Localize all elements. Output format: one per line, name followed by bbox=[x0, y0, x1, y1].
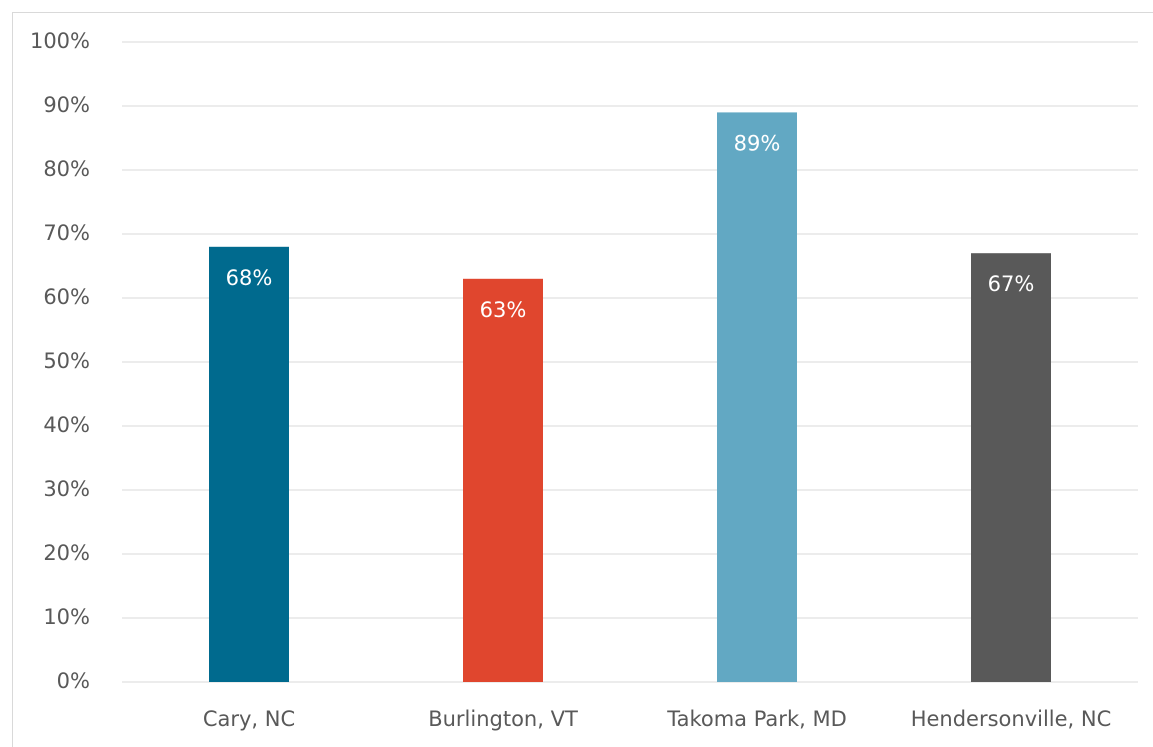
y-tick-label: 40% bbox=[43, 413, 90, 437]
bar bbox=[209, 246, 289, 683]
chart-frame bbox=[12, 12, 1153, 747]
y-tick-label: 0% bbox=[57, 669, 90, 693]
x-tick-label: Takoma Park, MD bbox=[666, 707, 847, 731]
y-tick-label: 30% bbox=[43, 477, 90, 501]
y-tick-label: 50% bbox=[43, 349, 90, 373]
y-tick-label: 80% bbox=[43, 157, 90, 181]
data-label: 67% bbox=[988, 272, 1035, 296]
x-tick-label: Cary, NC bbox=[203, 707, 295, 731]
y-tick-label: 100% bbox=[30, 29, 90, 53]
y-tick-label: 20% bbox=[43, 541, 90, 565]
data-label: 68% bbox=[226, 266, 273, 290]
y-tick-label: 10% bbox=[43, 605, 90, 629]
data-label: 89% bbox=[734, 131, 781, 155]
x-tick-label: Hendersonville, NC bbox=[911, 707, 1112, 731]
y-tick-label: 90% bbox=[43, 93, 90, 117]
y-tick-label: 60% bbox=[43, 285, 90, 309]
y-tick-label: 70% bbox=[43, 221, 90, 245]
bar bbox=[463, 278, 543, 682]
data-label: 63% bbox=[480, 298, 527, 322]
bar bbox=[971, 253, 1051, 682]
x-tick-label: Burlington, VT bbox=[428, 707, 578, 731]
bar bbox=[717, 112, 797, 682]
